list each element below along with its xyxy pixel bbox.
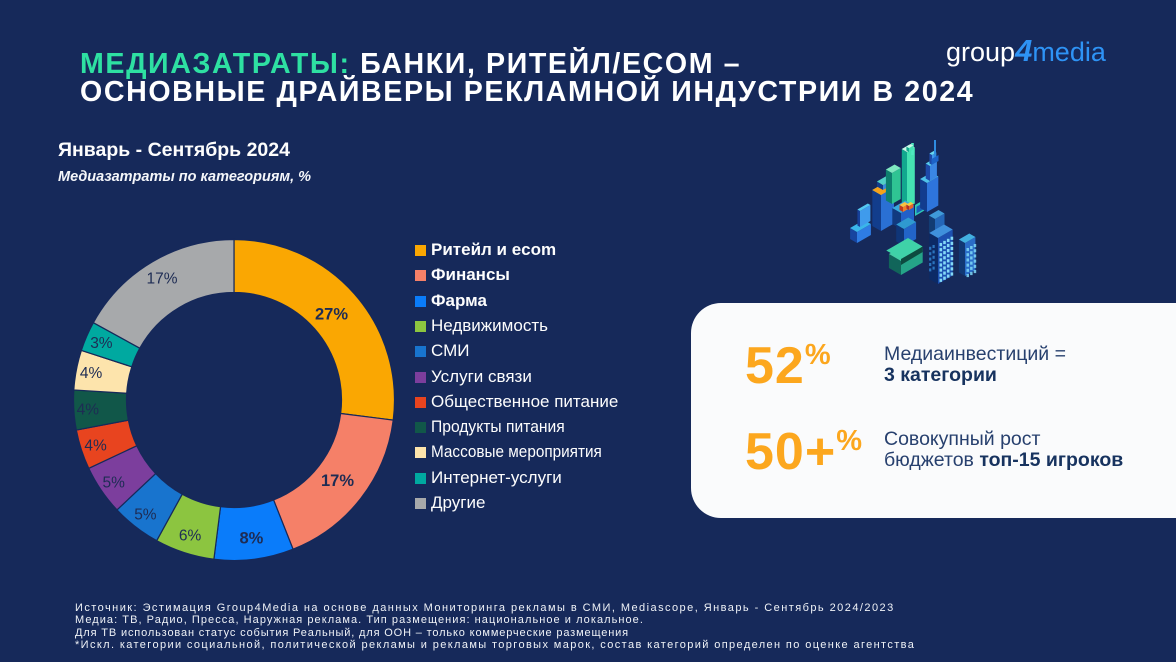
svg-text:5%: 5% [134,507,157,524]
svg-text:4%: 4% [77,402,100,419]
svg-text:4%: 4% [84,438,107,455]
svg-text:8%: 8% [239,529,263,547]
svg-text:4%: 4% [80,365,103,382]
svg-text:17%: 17% [146,271,177,288]
svg-text:5%: 5% [102,474,125,491]
svg-text:17%: 17% [321,472,354,490]
svg-text:6%: 6% [179,528,202,545]
svg-text:27%: 27% [315,306,348,324]
svg-text:3%: 3% [90,335,113,352]
